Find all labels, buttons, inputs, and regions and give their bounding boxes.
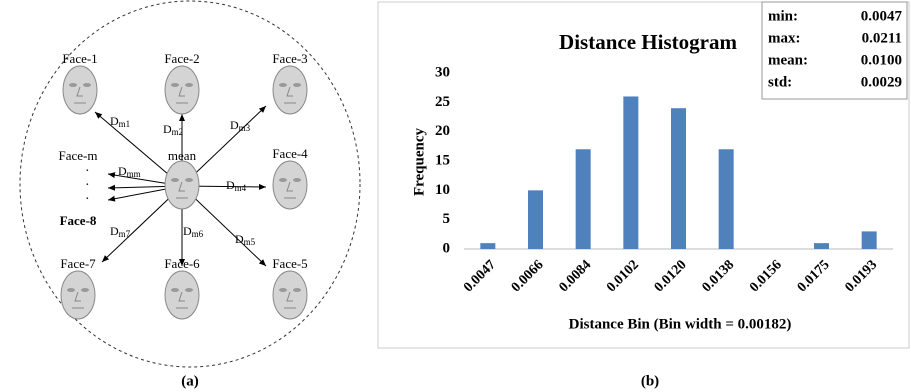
- node-label: Face-m: [59, 148, 98, 163]
- edge-label-sub: m4: [235, 183, 247, 193]
- node-label: mean: [168, 148, 197, 163]
- face-eye: [171, 178, 179, 182]
- x-tick-label: 0.0156: [747, 257, 785, 295]
- edge-label-sub: m3: [239, 123, 251, 133]
- face-eye: [185, 288, 193, 292]
- edge-label: Dm7: [110, 224, 131, 239]
- bar: [576, 149, 591, 249]
- caption: (b): [641, 373, 659, 389]
- caption: (a): [181, 373, 199, 389]
- edge-label: Dm1: [110, 114, 130, 129]
- stat-value: 0.0029: [861, 74, 902, 90]
- stat-label: mean:: [768, 52, 808, 68]
- face-eye: [69, 83, 77, 87]
- edge-label-sub: m5: [244, 237, 256, 247]
- face-eye: [83, 83, 91, 87]
- stat-value: 0.0211: [862, 30, 902, 46]
- edge-label-sub: m7: [119, 229, 131, 239]
- dots: ·: [85, 178, 90, 193]
- face-icon: [61, 271, 95, 319]
- y-tick-label: 5: [443, 211, 451, 227]
- bar: [719, 149, 734, 249]
- stat-label: max:: [768, 30, 801, 46]
- face-icon: [165, 66, 199, 114]
- face-eye: [171, 83, 179, 87]
- face-eye: [293, 288, 301, 292]
- node-label: Face-7: [60, 256, 96, 271]
- edge-label-sub: m6: [192, 229, 204, 239]
- edge-label-main: D: [118, 164, 127, 178]
- node-label: Face-8: [60, 213, 97, 228]
- edge-label-main: D: [235, 232, 244, 246]
- edge-label-main: D: [183, 224, 192, 238]
- figure: (a) (b) Distance Histogram Distance Bin …: [0, 0, 911, 392]
- node-label: Face-2: [164, 51, 199, 66]
- edge-label-sub: m1: [119, 119, 131, 129]
- node-label: Face-5: [272, 256, 307, 271]
- face-eye: [279, 288, 287, 292]
- face-eye: [67, 288, 75, 292]
- y-tick-label: 10: [435, 182, 450, 198]
- face-icon: [273, 161, 307, 209]
- bar: [623, 96, 638, 249]
- node-label: Face-1: [62, 51, 97, 66]
- edge-label-main: D: [226, 178, 235, 192]
- y-tick-label: 15: [435, 152, 450, 168]
- edge-label-sub: m2: [172, 127, 184, 137]
- x-tick-label: 0.0047: [461, 257, 499, 295]
- stat-value: 0.0100: [861, 52, 902, 68]
- x-tick-label: 0.0066: [509, 257, 547, 295]
- face-eye: [279, 83, 287, 87]
- x-tick-label: 0.0120: [652, 257, 690, 295]
- x-tick-label: 0.0102: [604, 257, 642, 295]
- face-eye: [279, 178, 287, 182]
- bar: [528, 190, 543, 249]
- x-tick-label: 0.0084: [556, 257, 594, 295]
- face-icon: [165, 161, 199, 209]
- x-tick-label: 0.0138: [699, 257, 737, 295]
- node-label: Face-6: [164, 256, 200, 271]
- face-icon: [165, 271, 199, 319]
- edge-label: Dm2: [163, 122, 183, 137]
- face-eye: [185, 83, 193, 87]
- x-axis-title: Distance Bin (Bin width = 0.00182): [569, 316, 792, 332]
- edge-label-main: D: [110, 114, 119, 128]
- face-icon: [273, 66, 307, 114]
- edge-label: Dm3: [230, 118, 251, 133]
- stat-value: 0.0047: [861, 8, 903, 24]
- edge-label: Dm4: [226, 178, 247, 193]
- face-icon: [63, 66, 97, 114]
- bar: [814, 243, 829, 249]
- edge-label: Dmm: [118, 164, 141, 179]
- chart-title: Distance Histogram: [559, 30, 737, 54]
- edge-label-main: D: [163, 122, 172, 136]
- node-label: Face-4: [272, 146, 308, 161]
- x-tick-label: 0.0175: [795, 257, 833, 295]
- face-eye: [171, 288, 179, 292]
- face-eye: [293, 83, 301, 87]
- bar: [862, 231, 877, 249]
- y-tick-label: 25: [435, 94, 450, 110]
- face-eye: [185, 178, 193, 182]
- bar: [480, 243, 495, 249]
- y-tick-label: 20: [435, 123, 450, 139]
- face-eye: [293, 178, 301, 182]
- y-axis-title: Frequency: [411, 127, 427, 196]
- face-icon: [273, 271, 307, 319]
- y-tick-label: 0: [443, 240, 451, 256]
- x-tick-label: 0.0193: [842, 257, 880, 295]
- face-eye: [81, 288, 89, 292]
- edge-label: Dm6: [183, 224, 204, 239]
- edge-label: Dm5: [235, 232, 256, 247]
- bar: [671, 108, 686, 249]
- stat-label: min:: [768, 8, 798, 24]
- edge-label-sub: mm: [127, 169, 141, 179]
- dots: ·: [85, 164, 90, 179]
- stat-label: std:: [768, 74, 792, 90]
- edge-label-main: D: [110, 224, 119, 238]
- y-tick-label: 30: [435, 64, 450, 80]
- edge-label-main: D: [230, 118, 239, 132]
- dots: ·: [85, 192, 90, 207]
- node-label: Face-3: [272, 51, 307, 66]
